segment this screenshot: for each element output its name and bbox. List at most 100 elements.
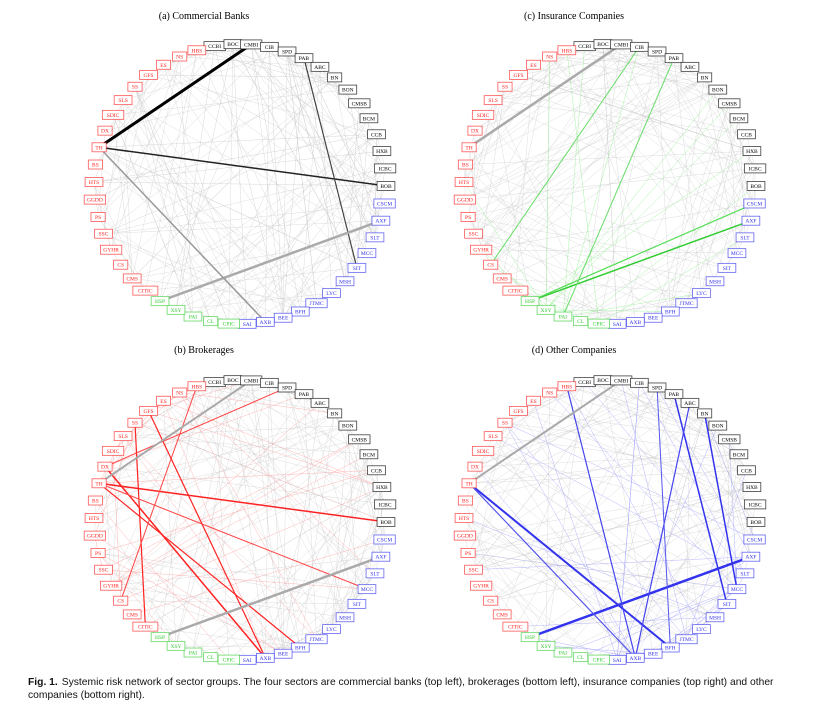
- network-edge: [501, 56, 550, 279]
- network-edge: [132, 185, 387, 279]
- node-box: [376, 181, 396, 191]
- network-edge: [112, 382, 270, 452]
- network-edge: [95, 500, 177, 646]
- node-label: NS: [546, 55, 553, 61]
- network-edge: [545, 89, 719, 310]
- node-label: PS: [465, 551, 471, 557]
- network-edge: [175, 134, 377, 311]
- node-label: BS: [462, 499, 469, 505]
- network-edge: [331, 504, 386, 630]
- network-edge: [501, 380, 604, 615]
- network-edge: [504, 422, 752, 488]
- network-edge: [94, 535, 284, 654]
- node-label: CS: [487, 263, 494, 269]
- node-box: [87, 159, 103, 170]
- node-label: SPD: [652, 385, 662, 391]
- network-edge: [103, 233, 301, 312]
- node-box: [467, 461, 483, 472]
- node-label: CL: [207, 655, 215, 661]
- node-label: PAB: [669, 392, 680, 398]
- network-edge: [490, 504, 756, 601]
- node-box: [553, 311, 573, 322]
- network-edge: [319, 66, 332, 294]
- network-edge: [94, 380, 234, 536]
- node-label: XSY: [170, 308, 181, 314]
- network-edge: [110, 402, 321, 586]
- network-edge: [493, 435, 747, 471]
- node-label: BON: [342, 88, 354, 94]
- node-label: BEE: [648, 316, 659, 322]
- network-edge: [145, 486, 383, 627]
- network-edge: [286, 51, 346, 282]
- network-edge: [98, 147, 332, 294]
- node-label: HTS: [89, 516, 99, 522]
- node-label: SIT: [723, 602, 732, 608]
- node-label: SDIC: [107, 449, 120, 455]
- node-label: SLT: [370, 571, 380, 577]
- network-edge: [250, 44, 376, 238]
- node-box: [483, 595, 499, 606]
- node-label: CMS: [496, 612, 508, 618]
- node-label: CIB: [265, 45, 275, 51]
- network-edge: [481, 203, 755, 250]
- node-box: [557, 381, 577, 392]
- node-label: ABC: [684, 65, 696, 71]
- network-edge: [474, 466, 636, 659]
- network-edge: [282, 454, 370, 654]
- network-edge: [463, 181, 702, 294]
- node-label: CMS: [496, 276, 508, 282]
- node-label: CIB: [265, 381, 275, 387]
- node-label: BCM: [733, 452, 745, 458]
- node-label: TH: [95, 145, 102, 151]
- node-label: SLT: [370, 235, 380, 241]
- node-box: [291, 306, 310, 317]
- node-box: [705, 276, 725, 287]
- network-edge: [303, 58, 346, 282]
- node-label: CPIC: [593, 322, 606, 328]
- node-label: CMSB: [352, 101, 368, 107]
- network-edge: [269, 382, 284, 654]
- node-label: CCBI: [208, 380, 221, 386]
- node-label: SPD: [652, 49, 662, 55]
- node-box: [348, 98, 371, 109]
- node-box: [454, 177, 474, 187]
- network-edge: [134, 422, 387, 523]
- network-edge: [110, 470, 377, 586]
- network-edge: [545, 309, 671, 312]
- node-box: [743, 163, 767, 174]
- network-edge: [704, 413, 752, 557]
- network-edge: [584, 381, 705, 414]
- network-edge: [300, 413, 335, 648]
- network-edge: [616, 425, 719, 660]
- network-edge: [196, 50, 348, 90]
- network-edge: [110, 386, 198, 586]
- node-label: MSH: [709, 279, 721, 285]
- network-edge-highlighted: [159, 219, 382, 303]
- node-label: MSH: [339, 279, 351, 285]
- node-label: HBS: [191, 48, 202, 54]
- network-edge: [265, 382, 270, 658]
- network-edge: [196, 386, 284, 654]
- network-edge: [210, 486, 383, 658]
- network-edge: [163, 64, 387, 187]
- network-edge: [584, 381, 746, 574]
- network-edge: [549, 56, 690, 68]
- node-box: [471, 109, 495, 120]
- network-edge-highlighted: [468, 43, 622, 149]
- network-edge: [474, 466, 687, 640]
- node-label: JTMC: [679, 637, 693, 643]
- network-edge: [468, 50, 568, 148]
- network-edge: [467, 402, 691, 554]
- network-edge: [467, 77, 705, 218]
- network-edge: [112, 74, 149, 116]
- node-box: [553, 647, 573, 658]
- node-label: CIB: [635, 45, 645, 51]
- network-edge: [334, 413, 385, 540]
- node-box: [573, 316, 589, 327]
- node-label: GGDD: [87, 198, 103, 204]
- node-box: [729, 113, 749, 124]
- node-box: [367, 465, 386, 476]
- node-box: [741, 215, 761, 226]
- node-label: SLS: [118, 434, 127, 440]
- network-edge: [652, 103, 730, 318]
